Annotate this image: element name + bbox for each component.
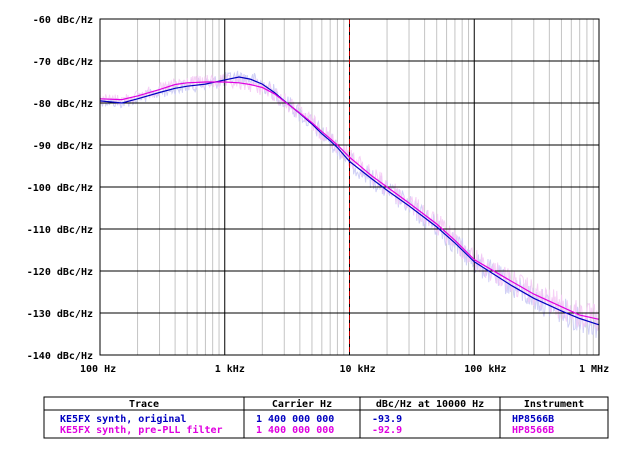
legend-row-trace: KE5FX synth, original	[60, 413, 186, 425]
x-tick-label: 10 kHz	[340, 364, 376, 375]
legend-row-instrument: HP8566B	[512, 414, 554, 425]
legend-row-level: -92.9	[372, 425, 402, 436]
y-tick-label: -140 dBc/Hz	[27, 351, 93, 362]
legend-row-instrument: HP8566B	[512, 425, 554, 436]
series-line	[99, 81, 600, 320]
legend-row-level: -93.9	[372, 414, 402, 425]
series-line	[99, 76, 600, 326]
x-axis-labels: 100 Hz 1 kHz 10 kHz 100 kHz 1 MHz	[80, 364, 609, 375]
legend-row-carrier: 1 400 000 000	[256, 425, 334, 436]
legend-header-instrument: Instrument	[524, 399, 584, 410]
legend-row-trace: KE5FX synth, pre-PLL filter	[60, 424, 223, 436]
x-tick-label: 100 kHz	[464, 364, 506, 375]
y-tick-label: -90 dBc/Hz	[33, 141, 93, 152]
y-tick-label: -110 dBc/Hz	[27, 225, 93, 236]
y-tick-label: -70 dBc/Hz	[33, 57, 93, 68]
x-tick-label: 1 kHz	[215, 364, 245, 375]
y-axis-labels: -60 dBc/Hz -70 dBc/Hz -80 dBc/Hz -90 dBc/Hz…	[27, 15, 93, 362]
legend-row-carrier: 1 400 000 000	[256, 414, 334, 425]
y-tick-label: -120 dBc/Hz	[27, 267, 93, 278]
x-tick-label: 100 Hz	[80, 364, 116, 375]
y-tick-label: -100 dBc/Hz	[27, 183, 93, 194]
y-tick-label: -80 dBc/Hz	[33, 99, 93, 110]
legend-table: Trace Carrier Hz dBc/Hz at 10000 Hz Inst…	[43, 396, 609, 439]
plot-frame	[99, 18, 600, 356]
legend-header-carrier: Carrier Hz	[272, 398, 332, 410]
legend-header-trace: Trace	[129, 399, 159, 410]
x-tick-label: 1 MHz	[579, 364, 609, 375]
smoothed-traces	[99, 76, 600, 326]
y-tick-label: -60 dBc/Hz	[33, 15, 93, 26]
legend-table-frame	[43, 396, 609, 439]
y-tick-label: -130 dBc/Hz	[27, 309, 93, 320]
legend-header-level: dBc/Hz at 10000 Hz	[376, 399, 484, 410]
